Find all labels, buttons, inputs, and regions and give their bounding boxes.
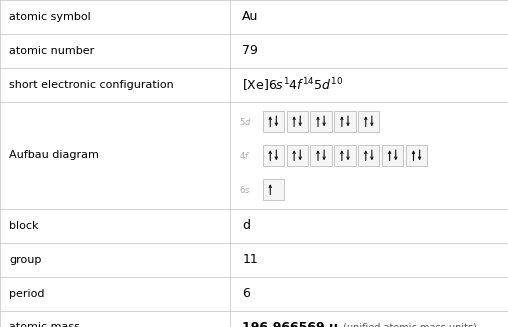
Bar (310, 111, 332, 132)
Text: atomic symbol: atomic symbol (9, 12, 91, 22)
Text: atomic mass: atomic mass (9, 322, 80, 327)
Bar (334, 145, 356, 166)
Text: d: d (242, 219, 250, 232)
Text: 11: 11 (242, 253, 258, 266)
Bar (263, 179, 284, 200)
Text: 79: 79 (242, 44, 258, 58)
Text: short electronic configuration: short electronic configuration (9, 80, 174, 90)
Text: 5$\it{d}$: 5$\it{d}$ (239, 116, 251, 127)
Text: 4$\it{f}$: 4$\it{f}$ (239, 150, 250, 161)
Text: (unified atomic mass units): (unified atomic mass units) (342, 322, 477, 327)
Text: Au: Au (242, 10, 259, 24)
Text: $\mathregular{[Xe]6}s^{\mathregular{1}}\mathregular{4}f^{\mathregular{14}}\mathr: $\mathregular{[Xe]6}s^{\mathregular{1}}\… (242, 76, 343, 94)
Bar (358, 111, 379, 132)
Bar (310, 145, 332, 166)
Text: 196.966569 u: 196.966569 u (242, 321, 342, 327)
Text: atomic number: atomic number (9, 46, 94, 56)
Text: 6$\it{s}$: 6$\it{s}$ (239, 184, 250, 195)
Text: Aufbau diagram: Aufbau diagram (9, 150, 99, 160)
Bar (263, 111, 284, 132)
Text: group: group (9, 255, 42, 265)
Text: block: block (9, 221, 39, 231)
Bar (287, 111, 308, 132)
Text: period: period (9, 288, 45, 299)
Bar (263, 145, 284, 166)
Text: 6: 6 (242, 287, 250, 300)
Bar (358, 145, 379, 166)
Bar (287, 145, 308, 166)
Bar (334, 111, 356, 132)
Bar (382, 145, 403, 166)
Bar (406, 145, 427, 166)
